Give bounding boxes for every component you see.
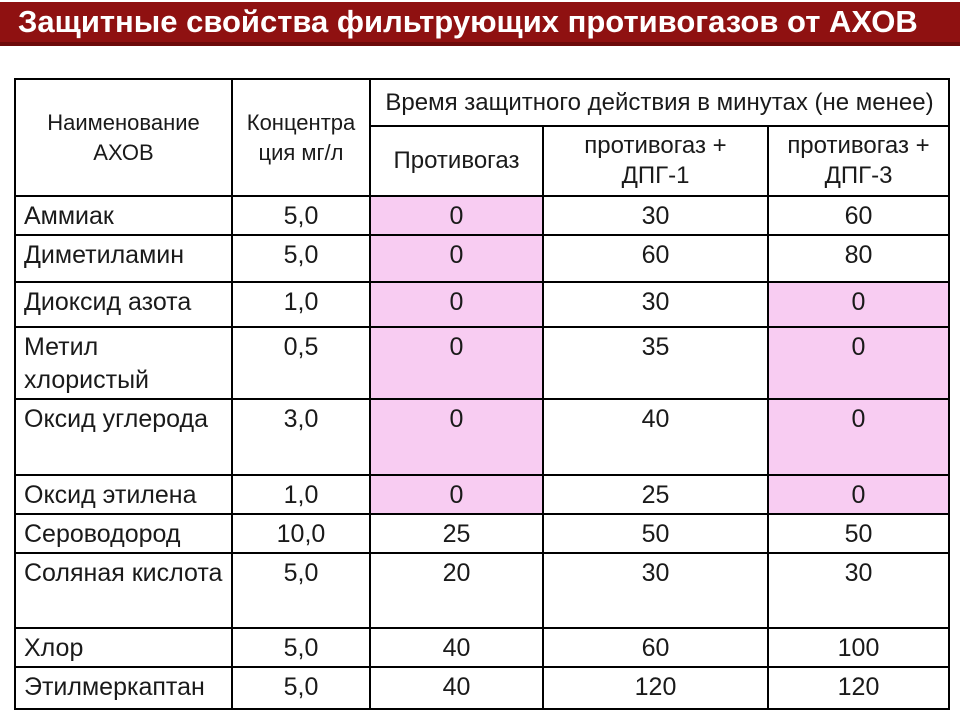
column-header-name: Наименование АХОВ [14,78,233,197]
concentration-value: 3,0 [231,398,371,476]
substance-name: Оксид этилена [14,474,233,515]
dpg1-time: 30 [542,195,769,236]
dpg3-time: 0 [766,398,951,476]
table-row: Соляная кислота 5,0 20 30 30 [14,552,951,629]
dpg1-time: 60 [542,234,769,283]
table-row: Диоксид азота 1,0 0 30 0 [14,281,951,328]
gasmask-time: 0 [369,234,544,283]
table-row: Аммиак 5,0 0 30 60 [14,195,951,236]
dpg1-time: 30 [542,552,769,629]
substance-name: Диметиламин [14,234,233,283]
dpg1-time: 35 [542,326,769,400]
concentration-value: 5,0 [231,627,371,668]
column-header-dpg1: противогаз + ДПГ-1 [542,125,769,197]
substance-name: Метил хлористый [14,326,233,400]
table-row: Оксид этилена 1,0 0 25 0 [14,474,951,515]
substance-name: Хлор [14,627,233,668]
gasmask-time: 20 [369,552,544,629]
gasmask-time: 0 [369,474,544,515]
dpg3-time: 0 [766,474,951,515]
substance-name: Диоксид азота [14,281,233,328]
concentration-value: 5,0 [231,195,371,236]
dpg1-time: 120 [542,666,769,710]
dpg1-time: 60 [542,627,769,668]
concentration-value: 1,0 [231,474,371,515]
table-row: Оксид углерода 3,0 0 40 0 [14,398,951,476]
dpg3-time: 30 [766,552,951,629]
concentration-value: 1,0 [231,281,371,328]
table-row: Хлор 5,0 40 60 100 [14,627,951,668]
dpg1-time: 40 [542,398,769,476]
dpg3-time: 80 [766,234,951,283]
concentration-value: 5,0 [231,666,371,710]
dpg3-time: 50 [766,513,951,554]
substance-name: Соляная кислота [14,552,233,629]
substance-name: Сероводород [14,513,233,554]
table-row: Метил хлористый 0,5 0 35 0 [14,326,951,400]
dpg3-time: 60 [766,195,951,236]
concentration-value: 0,5 [231,326,371,400]
table-row: Диметиламин 5,0 0 60 80 [14,234,951,283]
page-title: Защитные свойства фильтрующих противогаз… [18,4,918,39]
substance-name: Оксид углерода [14,398,233,476]
gasmask-time: 40 [369,666,544,710]
concentration-value: 5,0 [231,234,371,283]
dpg3-time: 120 [766,666,951,710]
header-row-sub: Противогаз противогаз + ДПГ-1 противогаз… [15,125,951,197]
title-bar: Защитные свойства фильтрующих противогаз… [0,2,960,46]
table-row: Сероводород 10,0 25 50 50 [14,513,951,554]
gasmask-time: 40 [369,627,544,668]
dpg3-time: 0 [766,326,951,400]
concentration-value: 5,0 [231,552,371,629]
substance-name: Аммиак [14,195,233,236]
gasmask-time: 0 [369,398,544,476]
gasmask-time: 25 [369,513,544,554]
column-header-concentration: Концентра ция мг/л [231,78,371,197]
gasmask-time: 0 [369,326,544,400]
gasmask-time: 0 [369,281,544,328]
gasmask-time: 0 [369,195,544,236]
column-header-dpg3: противогаз + ДПГ-3 [766,125,951,197]
dpg1-time: 50 [542,513,769,554]
concentration-value: 10,0 [231,513,371,554]
column-header-gasmask: Противогаз [369,125,544,197]
table-row: Этилмеркаптан 5,0 40 120 120 [14,666,951,710]
substance-name: Этилмеркаптан [14,666,233,710]
dpg1-time: 25 [542,474,769,515]
header-row-group: Наименование АХОВ Концентра ция мг/л Вре… [14,78,951,197]
protection-table: Наименование АХОВ Концентра ция мг/л Вре… [14,78,951,710]
dpg1-time: 30 [542,281,769,328]
dpg3-time: 0 [766,281,951,328]
dpg3-time: 100 [766,627,951,668]
column-header-time-group: Время защитного действия в минутах (не м… [368,78,951,127]
